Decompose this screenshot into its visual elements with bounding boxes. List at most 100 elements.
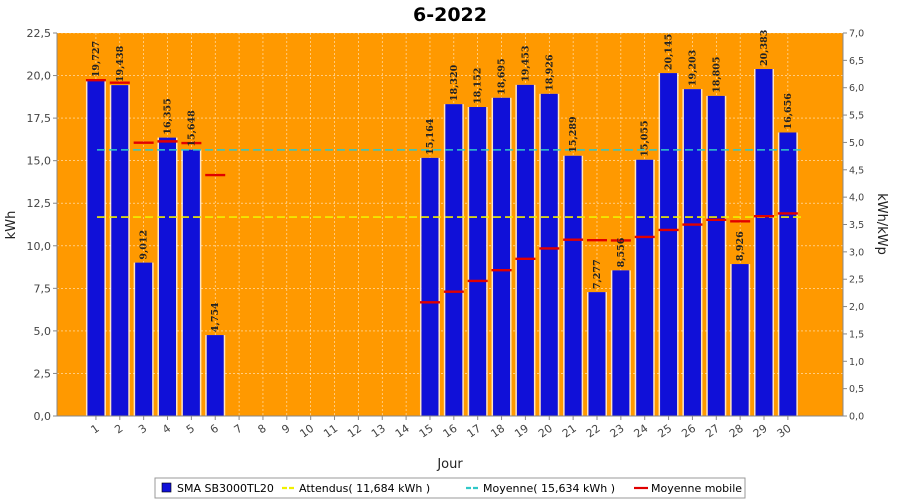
y2-tick-label: 2,0 xyxy=(849,302,864,313)
x-axis-title: Jour xyxy=(436,457,463,472)
x-tick-label: 28 xyxy=(727,422,746,441)
legend-label: Moyenne( 15,634 kWh ) xyxy=(483,482,615,495)
y2-tick-label: 5,0 xyxy=(849,138,864,149)
bar xyxy=(564,155,582,416)
x-tick-label: 18 xyxy=(488,422,507,441)
y2-tick-label: 1,5 xyxy=(849,329,864,340)
data-label: 15,289 xyxy=(568,116,579,153)
y2-tick-label: 6,5 xyxy=(849,56,864,67)
x-tick-label: 13 xyxy=(369,422,388,441)
x-tick-label: 8 xyxy=(255,422,268,437)
data-label: 18,320 xyxy=(449,64,460,101)
data-label: 15,164 xyxy=(425,118,436,155)
bar xyxy=(636,159,654,416)
data-label: 9,012 xyxy=(139,230,150,260)
bar xyxy=(540,93,558,416)
data-label: 15,648 xyxy=(186,110,197,147)
y2-tick-label: 0,0 xyxy=(849,412,864,423)
x-tick-label: 1 xyxy=(88,422,101,437)
bar xyxy=(206,335,224,416)
data-label: 8,556 xyxy=(616,237,627,267)
x-tick-label: 9 xyxy=(279,422,292,437)
bar xyxy=(493,97,511,416)
y-tick-label: 17,5 xyxy=(27,112,52,125)
bar xyxy=(683,89,701,417)
data-label: 16,656 xyxy=(783,93,794,130)
y-tick-label: 0,0 xyxy=(34,410,52,423)
data-label: 19,453 xyxy=(520,46,531,82)
x-tick-label: 25 xyxy=(655,422,674,441)
x-tick-label: 29 xyxy=(751,422,770,441)
y2-tick-label: 0,5 xyxy=(849,384,864,395)
x-tick-label: 14 xyxy=(393,422,412,441)
data-label: 8,926 xyxy=(735,231,746,261)
y2-tick-label: 3,5 xyxy=(849,220,864,231)
legend-label: Attendus( 11,684 kWh ) xyxy=(299,482,430,495)
x-tick-label: 17 xyxy=(464,422,483,441)
bar xyxy=(421,157,439,417)
data-label: 20,383 xyxy=(759,30,770,66)
x-tick-label: 19 xyxy=(512,422,531,441)
y2-tick-label: 4,0 xyxy=(849,193,864,204)
y2-tick-label: 3,0 xyxy=(849,247,864,258)
x-tick-label: 24 xyxy=(632,422,651,441)
bar xyxy=(707,95,725,417)
y2-tick-label: 6,0 xyxy=(849,83,864,94)
x-tick-label: 26 xyxy=(679,422,698,441)
y2-tick-label: 7,0 xyxy=(849,29,864,40)
y-tick-label: 15,0 xyxy=(27,155,52,168)
x-tick-label: 7 xyxy=(232,422,245,437)
x-tick-label: 11 xyxy=(321,422,340,441)
data-label: 18,695 xyxy=(497,58,508,94)
reference-lines xyxy=(97,149,803,218)
data-label: 15,055 xyxy=(640,120,651,156)
data-label: 20,145 xyxy=(664,34,675,70)
data-label: 18,152 xyxy=(473,68,484,104)
legend: SMA SB3000TL20 Attendus( 11,684 kWh ) Moye… xyxy=(154,477,746,499)
y-tick-label: 7,5 xyxy=(34,282,52,295)
x-tick-label: 4 xyxy=(160,422,173,437)
bar-series xyxy=(85,69,798,417)
bar xyxy=(612,270,630,416)
data-label: 19,727 xyxy=(91,41,102,77)
x-tick-label: 30 xyxy=(775,422,794,441)
x-tick-label: 16 xyxy=(441,422,460,441)
bar xyxy=(588,292,606,416)
data-label: 19,438 xyxy=(115,45,126,82)
data-label: 19,203 xyxy=(687,50,698,86)
y2-tick-label: 1,0 xyxy=(849,357,864,368)
legend-label: Moyenne mobile xyxy=(651,482,742,495)
bar xyxy=(159,137,177,416)
bar xyxy=(731,264,749,416)
bar xyxy=(87,80,105,416)
x-tick-label: 22 xyxy=(584,422,603,441)
legend-label: SMA SB3000TL20 xyxy=(177,482,274,495)
bar xyxy=(755,69,773,416)
y2-axis-title: kWh/kWp xyxy=(874,193,889,255)
y-tick-label: 22,5 xyxy=(27,27,52,40)
data-label: 18,926 xyxy=(544,54,555,91)
x-tick-label: 10 xyxy=(297,422,316,441)
bar xyxy=(779,132,797,417)
moving-average-series xyxy=(85,79,798,304)
data-label: 18,805 xyxy=(711,57,722,93)
y-tick-label: 5,0 xyxy=(34,325,52,338)
y2-tick-label: 5,5 xyxy=(849,111,864,122)
y-tick-label: 10,0 xyxy=(27,240,52,253)
x-tick-label: 20 xyxy=(536,422,555,441)
x-tick-label: 5 xyxy=(184,422,197,437)
bar xyxy=(516,84,534,417)
y2-tick-label: 2,5 xyxy=(849,275,864,286)
x-tick-label: 12 xyxy=(345,422,364,441)
x-tick-label: 6 xyxy=(208,422,221,437)
x-tick-label: 15 xyxy=(417,422,436,441)
x-tick-label: 23 xyxy=(608,422,627,441)
chart-title: 6-2022 xyxy=(413,4,487,26)
bar xyxy=(111,85,129,417)
bar xyxy=(445,104,463,416)
data-label: 4,754 xyxy=(210,302,221,332)
bar xyxy=(660,73,678,416)
data-labels: 19,727 19,438 9,012 16,355 15,648 4,754 15,164… xyxy=(91,30,794,332)
x-tick-label: 2 xyxy=(112,422,125,437)
